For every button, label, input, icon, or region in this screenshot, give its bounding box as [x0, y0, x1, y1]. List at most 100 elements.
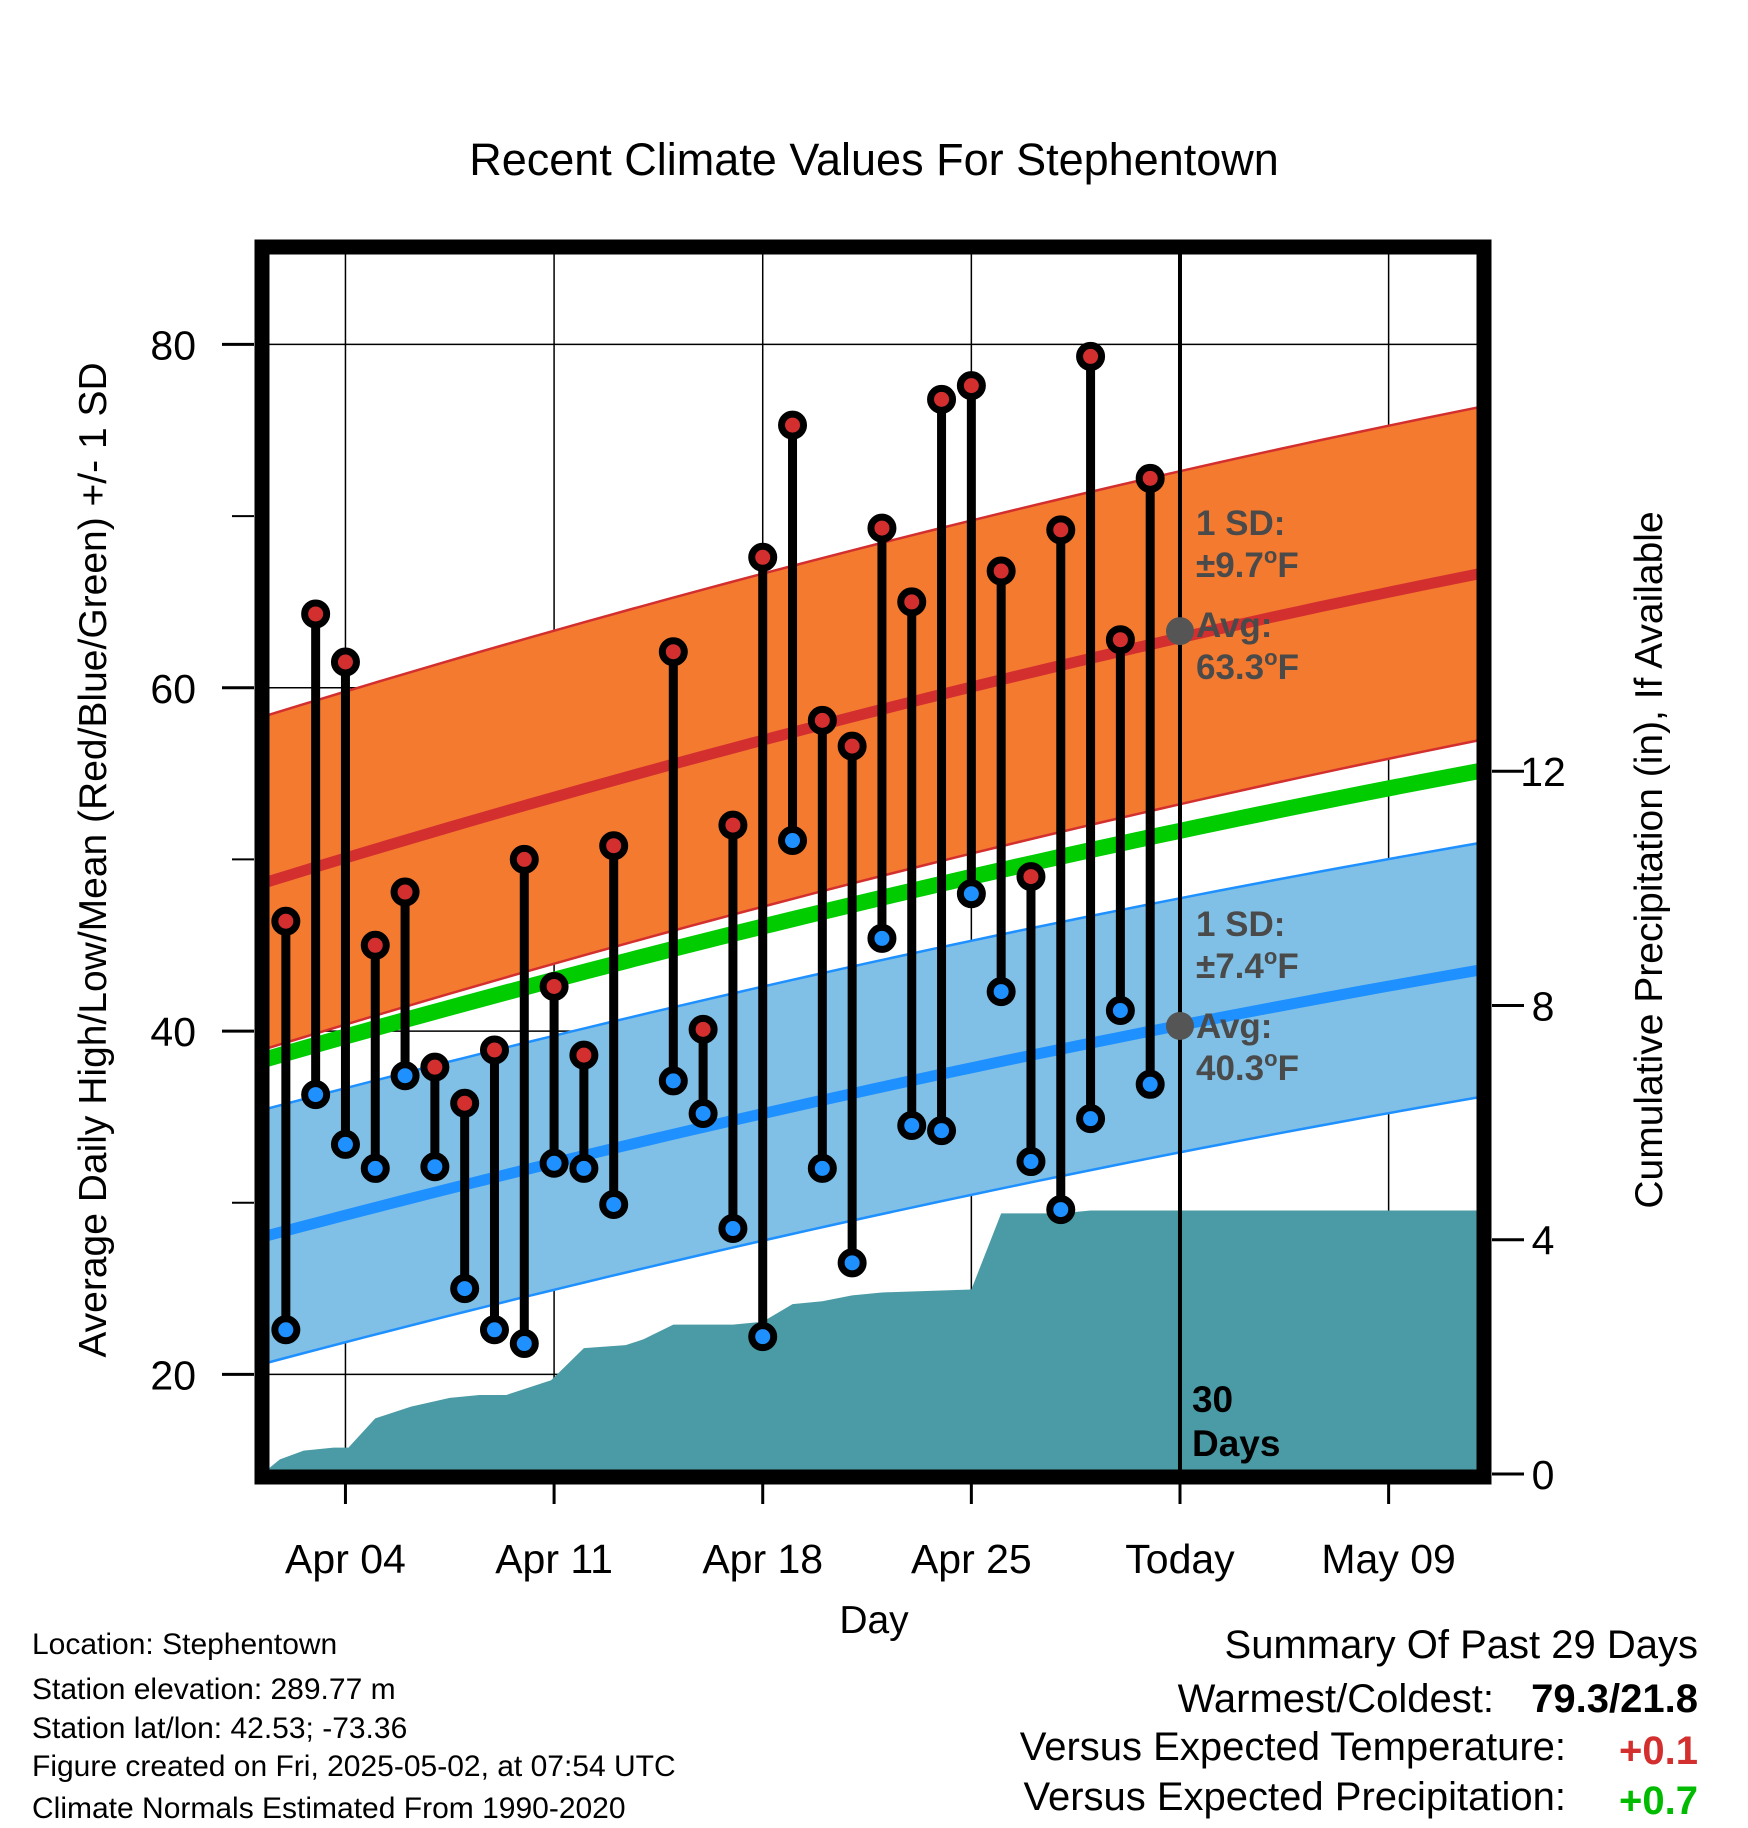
- low-point: [807, 1153, 837, 1183]
- x-tick-label: Apr 25: [911, 1536, 1032, 1582]
- high-sd-band-upper-edge: [262, 404, 1484, 719]
- high-point: [1046, 515, 1076, 545]
- y-tick-label: 40: [150, 1009, 196, 1055]
- low-annotation-sd-label: 1 SD:: [1196, 905, 1285, 944]
- high-point: [539, 971, 569, 1001]
- low-point: [897, 1111, 927, 1141]
- high-point: [1105, 625, 1135, 655]
- low-point: [509, 1329, 539, 1359]
- summary-warmest-value: 79.3/21.8: [1531, 1677, 1698, 1721]
- low-point: [539, 1148, 569, 1178]
- y2-tick-label: 0: [1532, 1452, 1555, 1498]
- low-point: [1105, 995, 1135, 1025]
- x-axis: Apr 04 Apr 11 Apr 18 Apr 25 Today May 09: [285, 1482, 1456, 1582]
- low-point: [569, 1153, 599, 1183]
- low-sd-band-lower-edge: [262, 1095, 1484, 1366]
- low-point: [748, 1322, 778, 1352]
- daily-bars: [271, 341, 1165, 1359]
- high-point: [301, 599, 331, 629]
- summary-precip-value: +0.7: [1619, 1779, 1698, 1823]
- low-point: [360, 1153, 390, 1183]
- high-point: [927, 384, 957, 414]
- plot-frame: [254, 239, 1492, 1485]
- summary-temp-label: Versus Expected Temperature:: [1020, 1725, 1566, 1769]
- high-point: [807, 705, 837, 735]
- y-tick-label: 60: [150, 666, 196, 712]
- high-point: [658, 637, 688, 667]
- low-annotation-avg-value: 40.3oF: [1196, 1046, 1299, 1088]
- low-point: [718, 1214, 748, 1244]
- low-point: [837, 1248, 867, 1278]
- high-point: [718, 810, 748, 840]
- summary-panel: Summary Of Past 29 Days Warmest/Coldest:…: [1020, 1623, 1698, 1823]
- high-point: [390, 877, 420, 907]
- y-axis: 20 40 60 80: [150, 322, 254, 1398]
- high-annotation-avg-label: Avg:: [1196, 606, 1272, 645]
- x-axis-label: Day: [839, 1599, 909, 1642]
- low-point: [271, 1315, 301, 1345]
- high-point: [688, 1014, 718, 1044]
- y2-axis-label: Cumulative Precipitation (in), If Availa…: [1628, 511, 1671, 1208]
- high-point: [1076, 341, 1106, 371]
- low-point: [450, 1274, 480, 1304]
- low-annotation-avg-label: Avg:: [1196, 1007, 1272, 1046]
- high-annotation-avg-marker: [1165, 617, 1194, 646]
- today-days-label: 30: [1192, 1379, 1233, 1420]
- high-point: [360, 930, 390, 960]
- low-point: [301, 1080, 331, 1110]
- footer-normals: Climate Normals Estimated From 1990-2020: [32, 1792, 626, 1825]
- high-annotation-avg-value: 63.3oF: [1196, 645, 1299, 687]
- footer-info: Location: Stephentown Station elevation:…: [32, 1628, 676, 1825]
- low-point: [330, 1129, 360, 1159]
- low-point: [956, 879, 986, 909]
- high-point: [509, 844, 539, 874]
- low-point: [688, 1098, 718, 1128]
- low-point: [927, 1116, 957, 1146]
- footer-elevation: Station elevation: 289.77 m: [32, 1673, 396, 1706]
- today-days-label: Days: [1192, 1423, 1280, 1464]
- high-point: [1016, 862, 1046, 892]
- high-point: [330, 647, 360, 677]
- y2-tick-label: 8: [1532, 983, 1555, 1029]
- high-point: [897, 587, 927, 617]
- summary-warmest-label: Warmest/Coldest:: [1178, 1677, 1494, 1721]
- high-annotation-sd-value: ±9.7oF: [1196, 543, 1299, 585]
- low-point: [1046, 1195, 1076, 1225]
- summary-precip-label: Versus Expected Precipitation:: [1023, 1775, 1566, 1819]
- low-point: [778, 826, 808, 856]
- x-tick-label: Apr 04: [285, 1536, 406, 1582]
- high-point: [986, 556, 1016, 586]
- low-point: [599, 1189, 629, 1219]
- high-point: [867, 513, 897, 543]
- low-point: [1076, 1104, 1106, 1134]
- x-tick-label: May 09: [1321, 1536, 1455, 1582]
- footer-created: Figure created on Fri, 2025-05-02, at 07…: [32, 1750, 676, 1783]
- low-point: [420, 1152, 450, 1182]
- footer-location: Location: Stephentown: [32, 1628, 337, 1661]
- summary-temp-value: +0.1: [1619, 1729, 1698, 1773]
- y-tick-label: 20: [150, 1352, 196, 1398]
- high-point: [271, 906, 301, 936]
- y2-tick-label: 4: [1532, 1218, 1555, 1264]
- low-point: [986, 977, 1016, 1007]
- low-annotation-sd-value: ±7.4oF: [1196, 944, 1299, 986]
- y-axis-label: Average Daily High/Low/Mean (Red/Blue/Gr…: [72, 362, 115, 1357]
- footer-latlon: Station lat/lon: 42.53; -73.36: [32, 1712, 407, 1745]
- high-annotation-sd-label: 1 SD:: [1196, 504, 1285, 543]
- high-point: [1135, 463, 1165, 493]
- high-point: [450, 1088, 480, 1118]
- high-point: [778, 410, 808, 440]
- low-point: [867, 923, 897, 953]
- y-tick-label: 80: [150, 322, 196, 368]
- high-point: [748, 542, 778, 572]
- low-point: [479, 1315, 509, 1345]
- chart-title: Recent Climate Values For Stephentown: [469, 134, 1279, 185]
- y2-tick-label: 12: [1520, 749, 1566, 795]
- mean-normal-line: [262, 762, 1484, 1068]
- summary-title: Summary Of Past 29 Days: [1225, 1623, 1698, 1667]
- x-tick-label: Apr 11: [495, 1536, 613, 1582]
- high-sd-band-lower-edge: [262, 738, 1484, 1052]
